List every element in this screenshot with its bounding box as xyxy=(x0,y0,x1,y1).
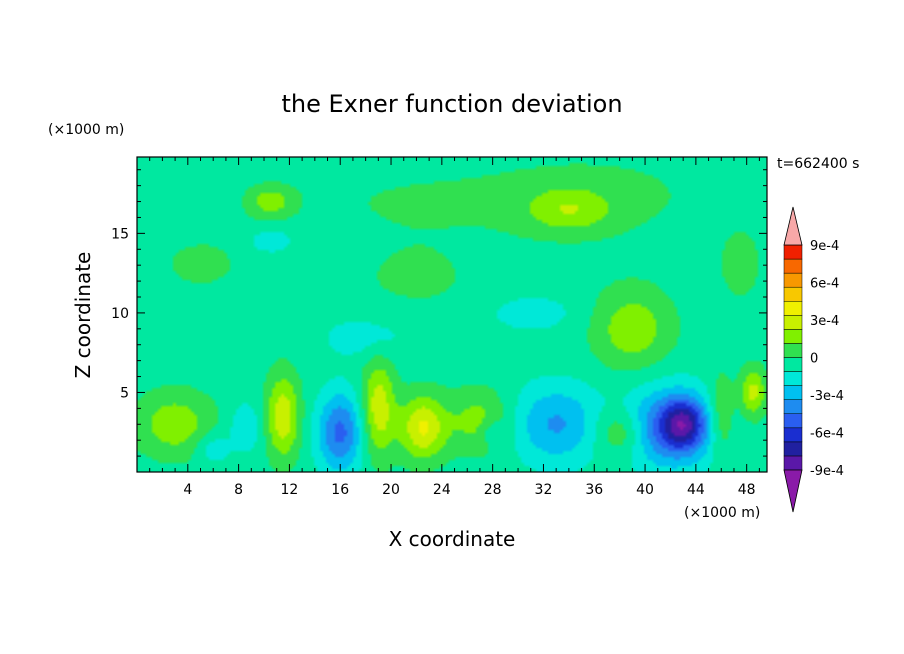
heatmap-field xyxy=(137,157,767,472)
plot-frame xyxy=(136,156,768,473)
colorbar-segment xyxy=(783,427,803,443)
colorbar: -9e-4 -6e-4 -3e-4 0 3e-4 6e-4 9e-4 xyxy=(783,206,844,513)
x-unit-label: (×1000 m) xyxy=(684,505,760,521)
x-tick-label: 24 xyxy=(433,482,451,498)
x-tick-label: 44 xyxy=(687,482,705,498)
colorbar-label: 9e-4 xyxy=(810,239,839,254)
x-tick-label: 32 xyxy=(535,482,553,498)
x-tick-label: 12 xyxy=(281,482,299,498)
colorbar-segment xyxy=(783,455,803,471)
colorbar-segment xyxy=(783,357,803,372)
x-tick-label: 36 xyxy=(585,482,603,498)
colorbar-segment xyxy=(783,286,803,302)
x-tick-label: 20 xyxy=(382,482,400,498)
x-tick-label: 16 xyxy=(331,482,349,498)
chart-title: the Exner function deviation xyxy=(281,90,622,118)
colorbar-segment xyxy=(783,385,803,400)
x-tick-label: 28 xyxy=(484,482,502,498)
time-label: t=662400 s xyxy=(777,156,859,172)
y-tick-label: 5 xyxy=(120,385,129,401)
x-tick-label: 4 xyxy=(183,482,192,498)
y-unit-label: (×1000 m) xyxy=(48,122,124,138)
colorbar-segment xyxy=(783,343,803,358)
colorbar-segment xyxy=(783,413,803,429)
colorbar-segment xyxy=(783,399,803,414)
colorbar-label: -6e-4 xyxy=(810,427,844,442)
x-axis-label: X coordinate xyxy=(389,527,516,551)
x-tick-label: 40 xyxy=(636,482,654,498)
colorbar-under-arrow xyxy=(783,469,803,513)
colorbar-segment xyxy=(783,441,803,457)
y-axis-label: Z coordinate xyxy=(71,252,95,379)
colorbar-label: -9e-4 xyxy=(810,464,844,479)
colorbar-label: -3e-4 xyxy=(810,389,844,404)
colorbar-label: 6e-4 xyxy=(810,277,839,292)
colorbar-segment xyxy=(783,315,803,330)
x-tick-label: 8 xyxy=(234,482,243,498)
colorbar-segment xyxy=(783,272,803,288)
colorbar-segment xyxy=(783,329,803,344)
y-axis: 5 10 15 xyxy=(111,169,767,457)
x-axis: 4 8 12 16 20 24 28 32 36 40 44 48 xyxy=(149,157,760,498)
colorbar-segment xyxy=(783,371,803,386)
colorbar-label: 0 xyxy=(810,352,818,367)
colorbar-label: 3e-4 xyxy=(810,314,839,329)
x-tick-label: 48 xyxy=(738,482,756,498)
plot-area xyxy=(137,157,767,472)
y-tick-label: 10 xyxy=(111,306,129,322)
colorbar-segment xyxy=(783,258,803,274)
y-tick-label: 15 xyxy=(111,226,129,242)
colorbar-over-arrow xyxy=(783,206,803,246)
colorbar-segment xyxy=(783,301,803,316)
colorbar-segment xyxy=(783,244,803,260)
